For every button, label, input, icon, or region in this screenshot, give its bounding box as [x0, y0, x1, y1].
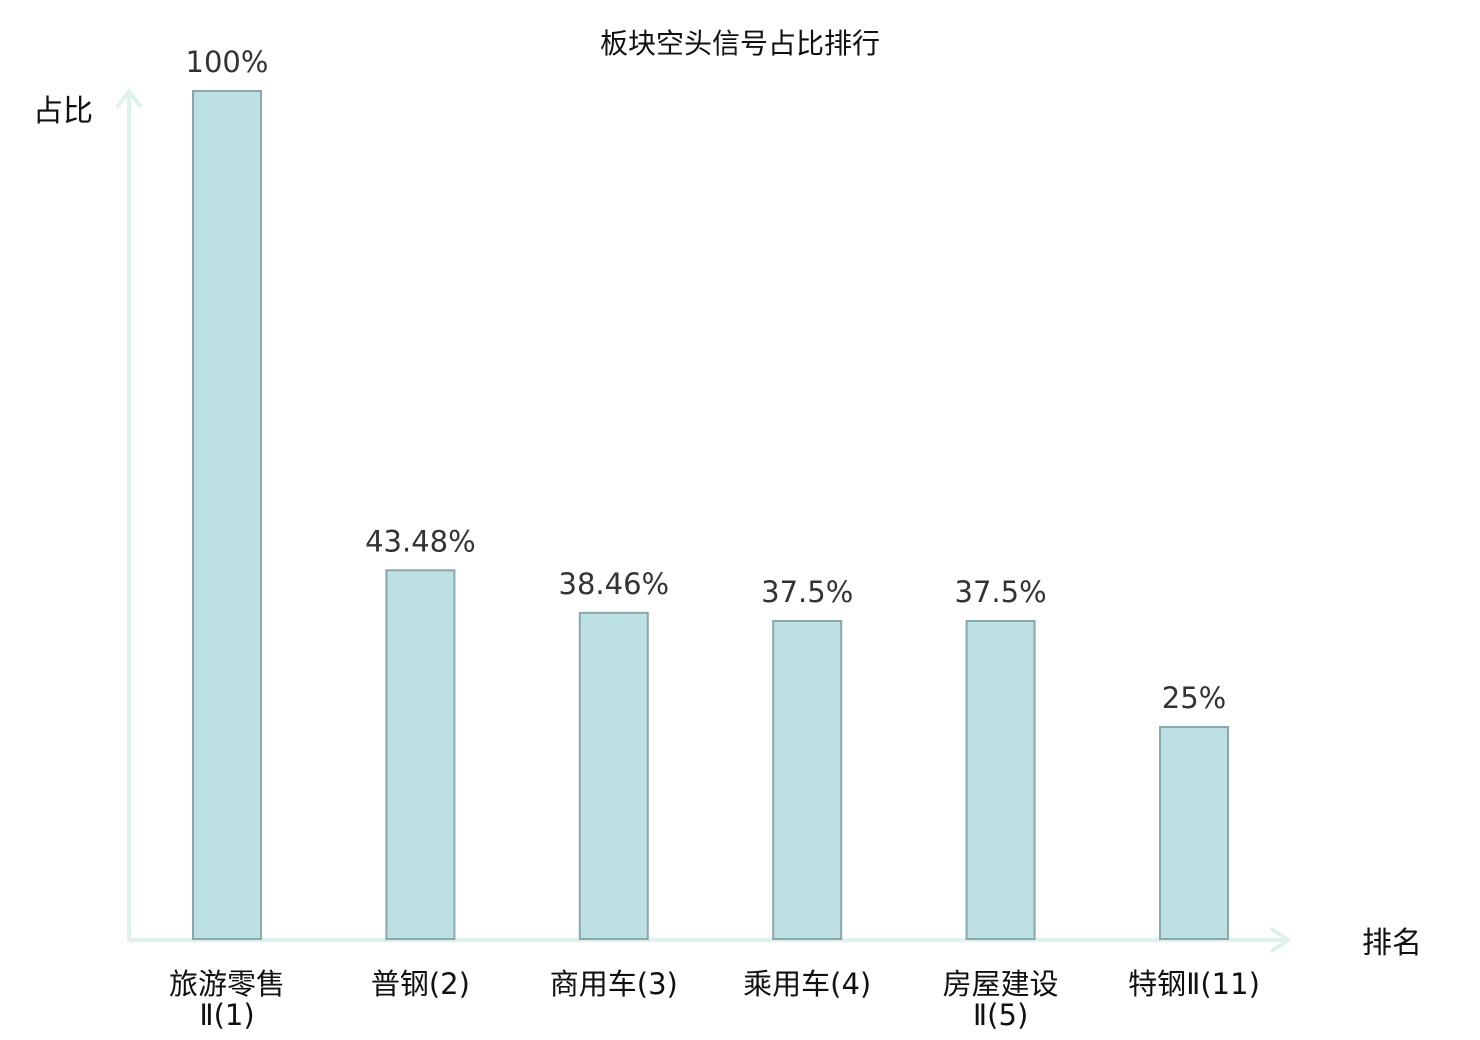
- bar-value-label: 37.5%: [761, 575, 853, 609]
- category-label: 乘用车(4): [743, 967, 871, 1001]
- x-axis-title: 排名: [1362, 926, 1422, 961]
- category-label-line2: Ⅱ(1): [199, 998, 254, 1032]
- category-label: 商用车(3): [550, 967, 678, 1001]
- bar-value-label: 100%: [186, 45, 269, 79]
- y-axis-title: 占比: [33, 94, 93, 129]
- x-axis: [127, 927, 1290, 953]
- bar: [192, 90, 262, 940]
- category-label: 特钢Ⅱ(11): [1128, 967, 1260, 1001]
- bar: [772, 620, 843, 940]
- category-label: 旅游零售: [169, 967, 285, 1001]
- bar: [1159, 726, 1229, 940]
- bar: [578, 611, 649, 940]
- bar: [385, 569, 456, 940]
- chart-title: 板块空头信号占比排行: [600, 27, 880, 60]
- category-label-line2: Ⅱ(5): [973, 998, 1028, 1032]
- bars-group: [192, 90, 1229, 940]
- category-label: 普钢(2): [371, 967, 470, 1001]
- bar-value-label: 43.48%: [365, 524, 476, 558]
- bar-value-label: 38.46%: [559, 567, 670, 601]
- value-labels-group: 100% 43.48% 38.46% 37.5% 37.5% 25%: [186, 45, 1227, 715]
- category-label: 房屋建设: [943, 967, 1059, 1001]
- y-axis: [116, 89, 142, 942]
- bar: [965, 620, 1036, 940]
- bar-value-label: 37.5%: [955, 575, 1047, 609]
- bar-value-label: 25%: [1162, 681, 1226, 715]
